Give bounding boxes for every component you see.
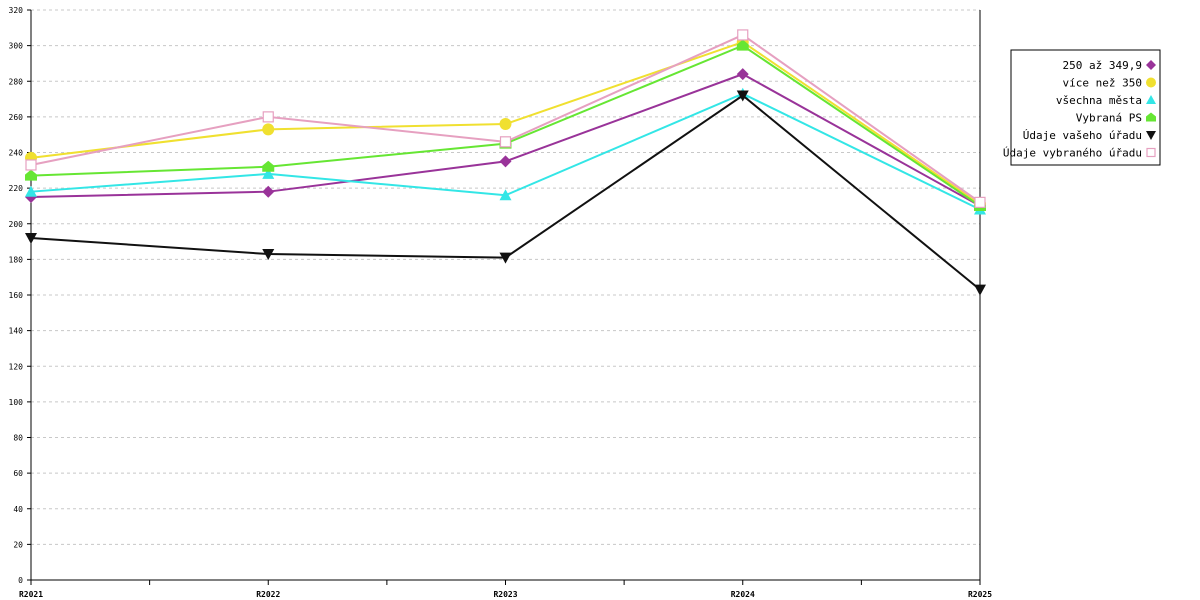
legend-label: Údaje vašeho úřadu — [1023, 129, 1142, 142]
data-point — [499, 136, 512, 148]
y-tick-label: 0 — [18, 576, 23, 585]
x-axis-ticks: R2021 R2022 R2023 R2024 R2025 — [19, 580, 992, 599]
legend-marker — [1146, 112, 1156, 122]
data-point — [262, 185, 275, 198]
series-1 — [25, 36, 986, 211]
legend-label: všechna města — [1056, 94, 1142, 107]
legend-item: více než 350 — [1063, 77, 1156, 90]
data-point — [974, 284, 986, 296]
data-point — [736, 39, 749, 51]
series-4 — [25, 90, 986, 296]
data-point — [499, 155, 512, 168]
legend-marker — [1146, 77, 1156, 88]
y-tick-label: 80 — [13, 434, 23, 443]
x-tick-label: R2024 — [731, 590, 755, 599]
y-tick-label: 180 — [9, 255, 24, 264]
y-tick-label: 220 — [9, 184, 24, 193]
y-tick-label: 200 — [9, 220, 24, 229]
y-tick-label: 140 — [9, 327, 24, 336]
data-point — [262, 123, 275, 136]
legend-marker — [1146, 131, 1156, 140]
data-point — [974, 196, 986, 208]
data-point — [737, 29, 749, 41]
x-tick-label: R2021 — [19, 590, 43, 599]
data-point — [262, 167, 275, 179]
legend-label: Údaje vybraného úřadu — [1003, 147, 1142, 160]
y-tick-label: 20 — [13, 540, 23, 549]
legend-label: 250 až 349,9 — [1063, 59, 1142, 72]
x-tick-label: R2023 — [493, 590, 517, 599]
x-tick-label: R2025 — [968, 590, 992, 599]
legend-item: Údaje vybraného úřadu — [1003, 147, 1156, 160]
data-point — [499, 189, 512, 201]
legend-label: Vybraná PS — [1076, 112, 1142, 125]
y-tick-label: 160 — [9, 291, 24, 300]
legend: 250 až 349,9 více než 350 všechna města Vyb… — [1003, 49, 1161, 166]
y-axis-ticks: 0 20 40 60 80 100 120 140 160 180 200 220 240 260 280 3… — [9, 6, 31, 585]
y-tick-label: 120 — [9, 362, 24, 371]
data-point — [25, 233, 37, 244]
series-5 — [25, 29, 986, 208]
y-tick-label: 280 — [9, 77, 24, 86]
grid-lines — [31, 9, 980, 545]
data-point — [262, 160, 275, 172]
x-tick-label: R2022 — [256, 590, 280, 599]
data-point — [262, 111, 274, 123]
data-point — [736, 68, 749, 81]
data-point — [499, 118, 512, 130]
y-tick-label: 320 — [9, 6, 24, 15]
y-tick-label: 300 — [9, 42, 24, 51]
y-tick-label: 60 — [13, 469, 23, 478]
legend-item: 250 až 349,9 — [1063, 59, 1156, 72]
legend-marker — [1146, 60, 1156, 70]
data-point — [25, 185, 37, 197]
y-tick-label: 40 — [13, 505, 23, 514]
series-group — [25, 29, 986, 296]
data-point — [499, 252, 512, 264]
legend-item: Údaje vašeho úřadu — [1023, 129, 1156, 142]
series-2 — [25, 87, 986, 215]
legend-marker — [1146, 147, 1156, 158]
data-point — [25, 159, 37, 171]
legend-box — [1010, 49, 1161, 166]
data-point — [262, 249, 275, 261]
legend-label: více než 350 — [1063, 77, 1142, 90]
legend-item: všechna města — [1056, 94, 1156, 107]
y-tick-label: 260 — [9, 113, 24, 122]
data-point — [736, 90, 749, 102]
y-tick-label: 100 — [9, 398, 24, 407]
data-point — [25, 169, 37, 181]
y-tick-label: 240 — [9, 149, 24, 158]
legend-marker — [1146, 95, 1156, 104]
legend-item: Vybraná PS — [1076, 112, 1156, 125]
